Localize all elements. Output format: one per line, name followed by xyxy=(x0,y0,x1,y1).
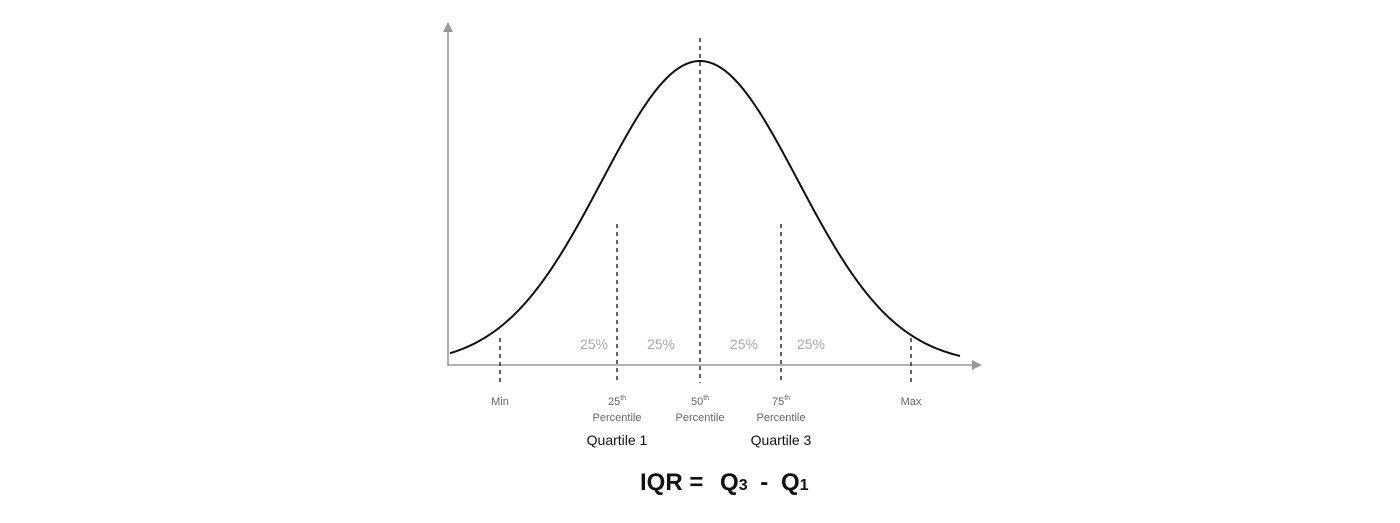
formula-q1-letter: Q xyxy=(781,469,800,496)
p25-caption: Percentile xyxy=(593,412,642,424)
p75-caption: Percentile xyxy=(757,412,806,424)
p50-number-label: 50th xyxy=(691,395,709,408)
quartile-3-label: Quartile 3 xyxy=(751,432,812,448)
section-percent-3: 25% xyxy=(730,336,758,352)
quartile-1-label: Quartile 1 xyxy=(587,432,648,448)
section-percent-4: 25% xyxy=(797,336,825,352)
min-label: Min xyxy=(491,396,509,408)
bell-curve xyxy=(449,59,961,357)
formula-q1-sub: 1 xyxy=(800,477,809,494)
section-percent-1: 25% xyxy=(580,336,608,352)
p75-number-label: 75th xyxy=(772,395,790,408)
iqr-formula: IQR = Q3 - Q1 xyxy=(640,469,809,496)
p25-number-label: 25th xyxy=(608,395,626,408)
formula-minus: - xyxy=(760,469,768,496)
formula-q3-letter: Q xyxy=(720,469,739,496)
formula-lhs: IQR = xyxy=(640,469,703,496)
formula-q3-sub: 3 xyxy=(739,477,748,494)
p50-caption: Percentile xyxy=(676,412,725,424)
section-percent-2: 25% xyxy=(647,336,675,352)
max-label: Max xyxy=(901,396,922,408)
